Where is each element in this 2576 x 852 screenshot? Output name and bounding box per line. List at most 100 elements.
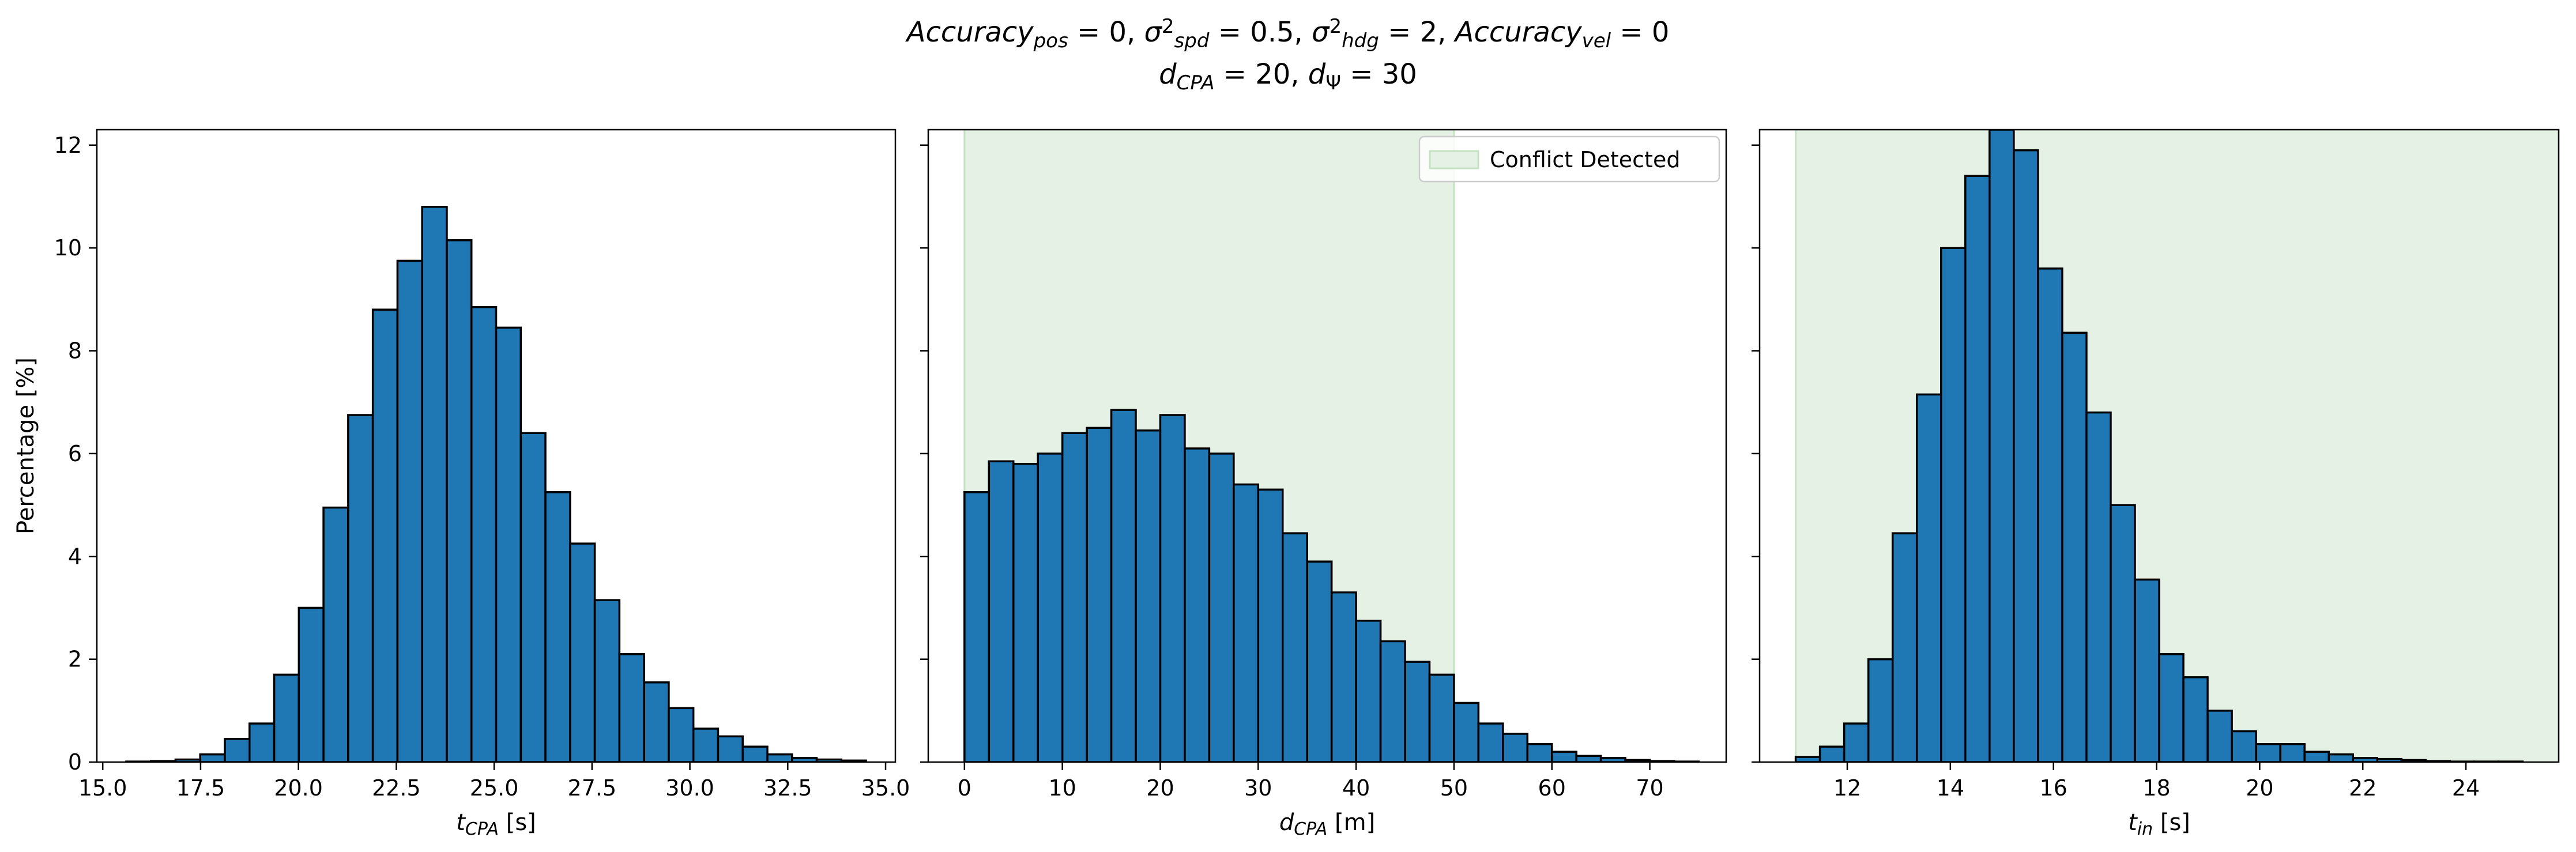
x-tick-label: 50 [1440, 775, 1468, 801]
x-tick-label: 20 [1146, 775, 1174, 801]
histogram-bar [2206, 710, 2233, 762]
histogram-bar [2013, 149, 2039, 762]
histogram-bar [963, 491, 991, 762]
x-tick-label: 25.0 [470, 775, 519, 801]
plot-area [1794, 130, 2559, 762]
y-tick-label: 8 [68, 338, 82, 364]
x-tick-label: 24 [2452, 775, 2480, 801]
histogram-bar [371, 308, 399, 762]
x-tick-label: 40 [1342, 775, 1370, 801]
legend-label: Conflict Detected [1490, 147, 1680, 172]
histogram-bar [1184, 447, 1211, 762]
chart-panels: 15.0 17.5 20.0 22.5 25.0 27.5 30.0 32.5 35.00246… [54, 129, 2560, 839]
histogram-bar [1233, 483, 1260, 762]
x-axis-label: tCPA [s] [456, 809, 536, 839]
histogram-bar [347, 414, 374, 762]
histogram-bar [1502, 733, 1529, 762]
histogram-bar [1135, 429, 1162, 762]
histogram-bar [1110, 409, 1137, 762]
histogram-bar [297, 606, 325, 762]
histogram-bar [1915, 393, 1942, 762]
histogram-bar [2231, 730, 2257, 762]
y-tick-label: 2 [68, 647, 82, 672]
histogram-bar [2061, 331, 2088, 762]
histogram-bar [1012, 462, 1039, 762]
histogram-bar [1843, 722, 1870, 762]
histogram-bar [1208, 453, 1235, 762]
histogram-bar [2110, 504, 2136, 762]
x-tick-label: 15.0 [78, 775, 127, 801]
histogram-bar [2255, 743, 2281, 762]
figure-title-line-1: Accuracypos = 0, σ2spd = 0.5, σ2hdg = 2,… [905, 15, 1670, 52]
axes-frame [1758, 129, 2560, 763]
y-tick-label: 10 [54, 235, 82, 261]
x-tick-label: 14 [1937, 775, 1964, 801]
chart-panel-1: 15.0 17.5 20.0 22.5 25.0 27.5 30.0 32.5 35.0 0 2 4 6… [54, 129, 910, 839]
x-tick-label: 30.0 [665, 775, 714, 801]
histogram-bar [322, 506, 349, 762]
histogram-bar [1526, 743, 1553, 762]
x-tick-label: 17.5 [176, 775, 225, 801]
histogram-bar [2134, 578, 2160, 762]
histogram-bar [1477, 722, 1504, 762]
y-tick-label: 0 [68, 749, 82, 775]
x-tick-label: 20.0 [274, 775, 323, 801]
histogram-bar [544, 491, 571, 762]
histogram-bar [519, 432, 547, 762]
figure-title-line-2: dCPA = 20, dΨ = 30 [1159, 58, 1417, 95]
histogram-bar [396, 259, 423, 762]
histogram-bar [2037, 267, 2063, 762]
histogram-bar [1453, 702, 1480, 762]
histogram-bar [1818, 745, 1846, 762]
legend-box [1418, 135, 1720, 183]
x-axis-label: tin [s] [2128, 809, 2190, 839]
y-axis-label: Percentage [%] [13, 357, 39, 534]
x-tick-label: 18 [2142, 775, 2170, 801]
histogram-bar [1037, 453, 1064, 762]
histogram-bar [1867, 658, 1894, 762]
histogram-bar [2158, 653, 2185, 762]
histogram-bar [2328, 753, 2354, 762]
histogram-bar [692, 727, 720, 762]
x-tick-label: 10 [1048, 775, 1076, 801]
histogram-bar [446, 239, 473, 762]
histogram-bar [2085, 411, 2112, 762]
histogram-bar [741, 745, 769, 762]
histogram-bar [1061, 432, 1088, 762]
histogram-bar [618, 653, 645, 762]
histogram-bar [1306, 560, 1333, 762]
chart-panel-3: 12 14 16 18 20 22 24 tin [s] [1752, 129, 2560, 839]
histogram-bar [1794, 756, 1821, 762]
histogram-bar [1404, 661, 1431, 762]
histogram-bar [668, 707, 695, 762]
histogram-bar [470, 306, 498, 762]
x-tick-label: 22.5 [372, 775, 421, 801]
x-tick-label: 70 [1636, 775, 1663, 801]
histogram-bar [224, 738, 251, 762]
histogram-bar [1086, 427, 1113, 762]
histogram-bar [1257, 488, 1284, 762]
histogram-bar [1355, 619, 1382, 762]
x-axis-label: dCPA [m] [1279, 809, 1375, 839]
axes-frame [927, 129, 1727, 763]
histogram-bar [643, 681, 670, 762]
histogram-bar [1964, 175, 1991, 762]
histogram-bar [199, 753, 226, 762]
histogram-bar [273, 673, 300, 762]
histogram-bar [2182, 676, 2209, 762]
x-tick-label: 60 [1538, 775, 1566, 801]
histogram-bar [569, 542, 596, 762]
y-tick-label: 12 [54, 133, 82, 158]
histogram-bar [421, 206, 448, 762]
legend-swatch [1429, 150, 1479, 169]
histogram-bar [717, 735, 744, 762]
plot-area [963, 130, 1700, 762]
x-tick-label: 27.5 [568, 775, 617, 801]
histogram-bar [988, 460, 1015, 762]
x-tick-label: 0 [958, 775, 971, 801]
histogram-bar [1281, 532, 1308, 762]
histogram-bar [1550, 751, 1577, 762]
chart-panel-2: 0 10 20 30 40 50 60 70 dCPA [m] Conflict Detected [920, 129, 1727, 839]
histogram-bar [766, 753, 793, 762]
